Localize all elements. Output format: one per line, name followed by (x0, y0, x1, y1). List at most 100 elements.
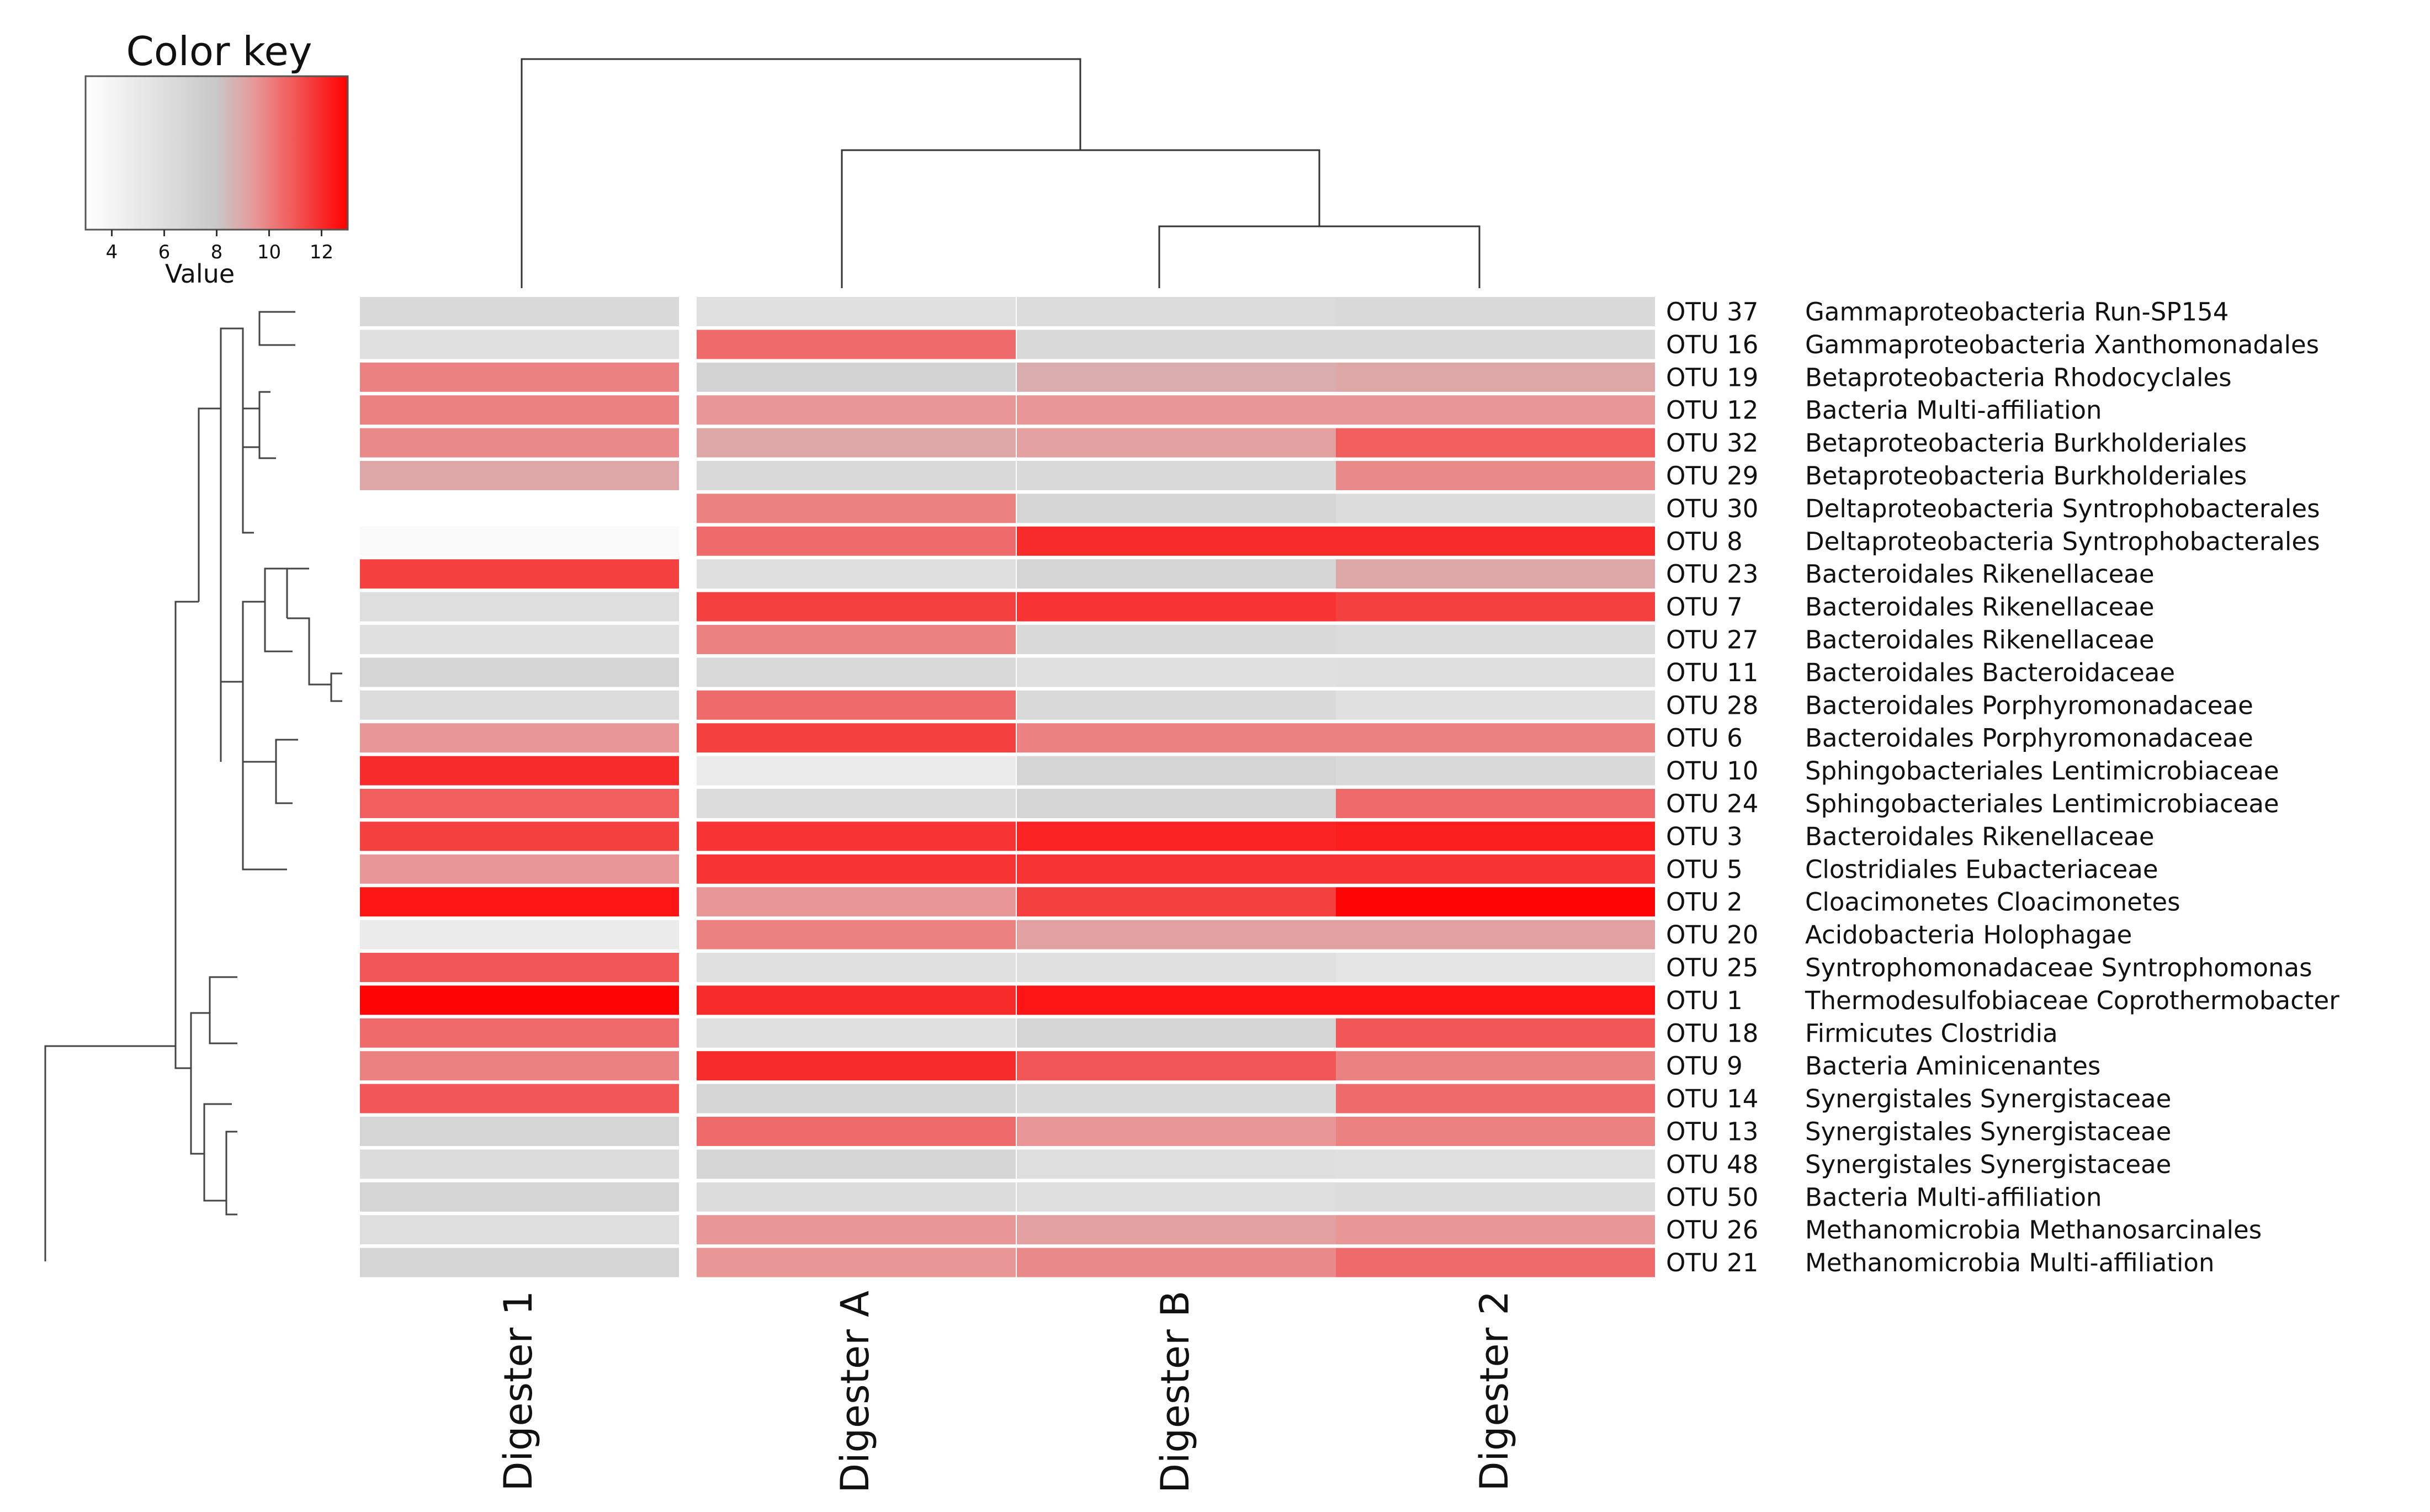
row-label-taxon: Betaproteobacteria Rhodocyclales (1805, 363, 2232, 392)
heatmap-cell (697, 1215, 1016, 1245)
heatmap-cell (1336, 1051, 1655, 1081)
heatmap-cell (697, 920, 1016, 949)
column-dendrogram-branch-root (521, 58, 1081, 288)
row-dendrogram-upper-trunk (174, 601, 199, 1069)
heatmap-cell (360, 756, 679, 786)
heatmap-cell (1017, 657, 1336, 687)
heatmap-cell (360, 330, 679, 359)
heatmap-cell (360, 953, 679, 982)
heatmap-cell (360, 494, 679, 523)
heatmap-cells (360, 297, 1655, 1277)
color-key-value-label: Value (165, 259, 235, 289)
heatmap-cell (1017, 395, 1336, 425)
row-label-otu: OTU 8 (1666, 527, 1743, 556)
heatmap-cell (1336, 789, 1655, 818)
row-label-taxon: Deltaproteobacteria Syntrophobacterales (1805, 527, 2320, 556)
color-key-tick-label: 4 (106, 241, 118, 263)
heatmap-cell (697, 526, 1016, 556)
row-dendrogram-clade-sphingo (242, 739, 298, 871)
row-dendrogram-clade-beta (242, 391, 276, 534)
heatmap-cell (1336, 625, 1655, 654)
heatmap-cell (697, 1248, 1016, 1277)
row-label-taxon: Bacteroidales Rikenellaceae (1805, 560, 2155, 589)
heatmap-cell (360, 395, 679, 425)
row-label-taxon: Bacteria Aminicenantes (1805, 1052, 2100, 1081)
row-label-otu: OTU 2 (1666, 888, 1743, 917)
heatmap-cell (1336, 1248, 1655, 1277)
heatmap-cell (360, 362, 679, 392)
color-key-tick-label: 12 (310, 241, 333, 263)
heatmap-cell (360, 297, 679, 326)
row-label-otu: OTU 9 (1666, 1052, 1743, 1081)
heatmap-cell (360, 887, 679, 917)
row-label-taxon: Bacteroidales Rikenellaceae (1805, 822, 2155, 851)
row-label-taxon: Sphingobacteriales Lentimicrobiaceae (1805, 756, 2279, 786)
heatmap-cell (697, 1051, 1016, 1081)
row-label-otu: OTU 21 (1666, 1248, 1758, 1277)
heatmap-cell (360, 1051, 679, 1081)
heatmap-cell (1017, 559, 1336, 589)
row-label-taxon: Synergistales Synergistaceae (1805, 1084, 2171, 1113)
heatmap-cell (697, 953, 1016, 982)
row-label-taxon: Acidobacteria Holophagae (1805, 920, 2132, 949)
heatmap-cell (360, 428, 679, 458)
column-dendrogram-branch-a (841, 149, 1320, 288)
heatmap-cell (1336, 1215, 1655, 1245)
row-label-taxon: Bacteria Multi-affiliation (1805, 396, 2102, 425)
row-label-taxon: Synergistales Synergistaceae (1805, 1150, 2171, 1179)
row-label-otu: OTU 16 (1666, 330, 1758, 359)
row-label-otu: OTU 24 (1666, 789, 1758, 819)
heatmap-cell (360, 592, 679, 622)
heatmap-cell (1017, 362, 1336, 392)
row-label-taxon: Bacteroidales Porphyromonadaceae (1805, 691, 2253, 720)
row-label-taxon: Cloacimonetes Cloacimonetes (1805, 888, 2180, 917)
heatmap-cell (360, 985, 679, 1015)
row-label-taxon: Gammaproteobacteria Xanthomonadales (1805, 330, 2319, 359)
heatmap-cell (1336, 690, 1655, 720)
heatmap-cell (1017, 854, 1336, 884)
heatmap-cell (1017, 887, 1336, 917)
heatmap-cell (1017, 330, 1336, 359)
heatmap-cell (697, 395, 1016, 425)
row-label-taxon: Methanomicrobia Multi-affiliation (1805, 1248, 2214, 1277)
heatmap-cell (1336, 461, 1655, 490)
heatmap-cell (697, 1182, 1016, 1212)
heatmap-cell (1017, 1248, 1336, 1277)
heatmap-cell (360, 1248, 679, 1277)
row-label-otu: OTU 27 (1666, 625, 1758, 655)
row-label-taxon: Bacteroidales Rikenellaceae (1805, 592, 2155, 622)
column-label: Digester A (832, 1291, 878, 1493)
color-key-tick-label: 10 (257, 241, 281, 263)
heatmap-cell (1336, 723, 1655, 753)
heatmap-cell (1336, 526, 1655, 556)
row-label-otu: OTU 7 (1666, 592, 1743, 622)
heatmap-cell (1017, 1018, 1336, 1048)
heatmap-cell (697, 887, 1016, 917)
row-dendrogram-root (44, 1045, 176, 1261)
heatmap-cell (697, 657, 1016, 687)
heatmap-cell (1017, 985, 1336, 1015)
heatmap-cell (1017, 592, 1336, 622)
heatmap-cell (1017, 1051, 1336, 1081)
heatmap-cell (697, 559, 1016, 589)
row-label-otu: OTU 30 (1666, 494, 1758, 523)
heatmap-cell (697, 297, 1016, 326)
column-labels: Digester 1 Digester A Digester B Digester 2 (496, 1291, 1517, 1493)
heatmap-cell (1336, 1018, 1655, 1048)
heatmap-cell (697, 1084, 1016, 1113)
heatmap-cell (360, 1149, 679, 1179)
heatmap-cell (1017, 1117, 1336, 1146)
heatmap-cell (360, 723, 679, 753)
heatmap-cell (1336, 559, 1655, 589)
heatmap-cell (360, 625, 679, 654)
row-dendrogram (44, 311, 342, 1261)
heatmap-cell (360, 559, 679, 589)
heatmap-cell (360, 526, 679, 556)
heatmap-cell (1336, 887, 1655, 917)
row-label-otu: OTU 12 (1666, 396, 1758, 425)
heatmap-cell (1336, 428, 1655, 458)
row-label-taxon: Thermodesulfobiaceae Coprothermobacter (1805, 986, 2339, 1015)
heatmap-cell (1336, 362, 1655, 392)
row-label-otu: OTU 37 (1666, 298, 1758, 327)
